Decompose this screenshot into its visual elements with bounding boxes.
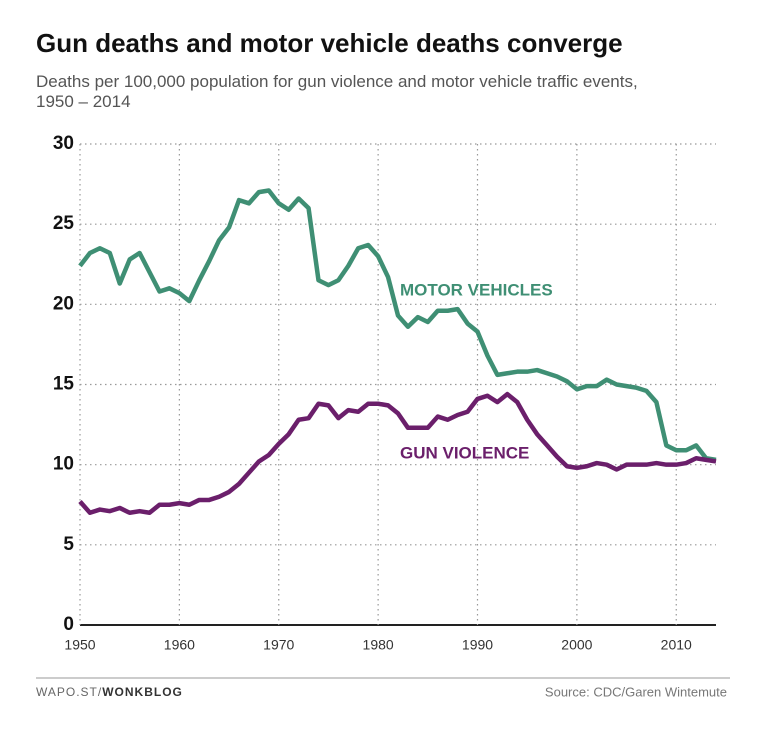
chart-title: Gun deaths and motor vehicle deaths conv… (36, 28, 623, 58)
x-tick-label: 1980 (363, 637, 394, 653)
subtitle-box: Deaths per 100,000 population for gun vi… (36, 72, 638, 111)
x-tick-label: 2010 (661, 637, 692, 653)
blog: WONKBLOG (102, 685, 183, 699)
y-tick-label: 10 (53, 454, 74, 475)
x-tick-label: 1970 (263, 637, 294, 653)
x-tick-label: 1960 (164, 637, 195, 653)
series-label: GUN VIOLENCE (400, 443, 529, 462)
chart-subtitle: Deaths per 100,000 population for gun vi… (36, 72, 638, 111)
footer-source: Source: CDC/Garen Wintemute (545, 684, 727, 699)
y-tick-label: 15 (53, 374, 75, 395)
y-tick-label: 25 (53, 213, 75, 234)
y-tick-label: 0 (63, 614, 74, 635)
x-tick-label: 1990 (462, 637, 493, 653)
footer-credit: WAPO.ST/WONKBLOG (36, 685, 183, 699)
x-tick-label: 2000 (561, 637, 592, 653)
credit: WAPO.ST/ (36, 685, 102, 699)
series-line (78, 391, 717, 516)
series-label: MOTOR VEHICLES (400, 280, 553, 299)
x-tick-label: 1950 (64, 637, 95, 653)
y-tick-label: 5 (63, 534, 74, 555)
series-line (78, 188, 717, 463)
y-tick-label: 30 (53, 133, 74, 154)
y-tick-label: 20 (53, 293, 74, 314)
